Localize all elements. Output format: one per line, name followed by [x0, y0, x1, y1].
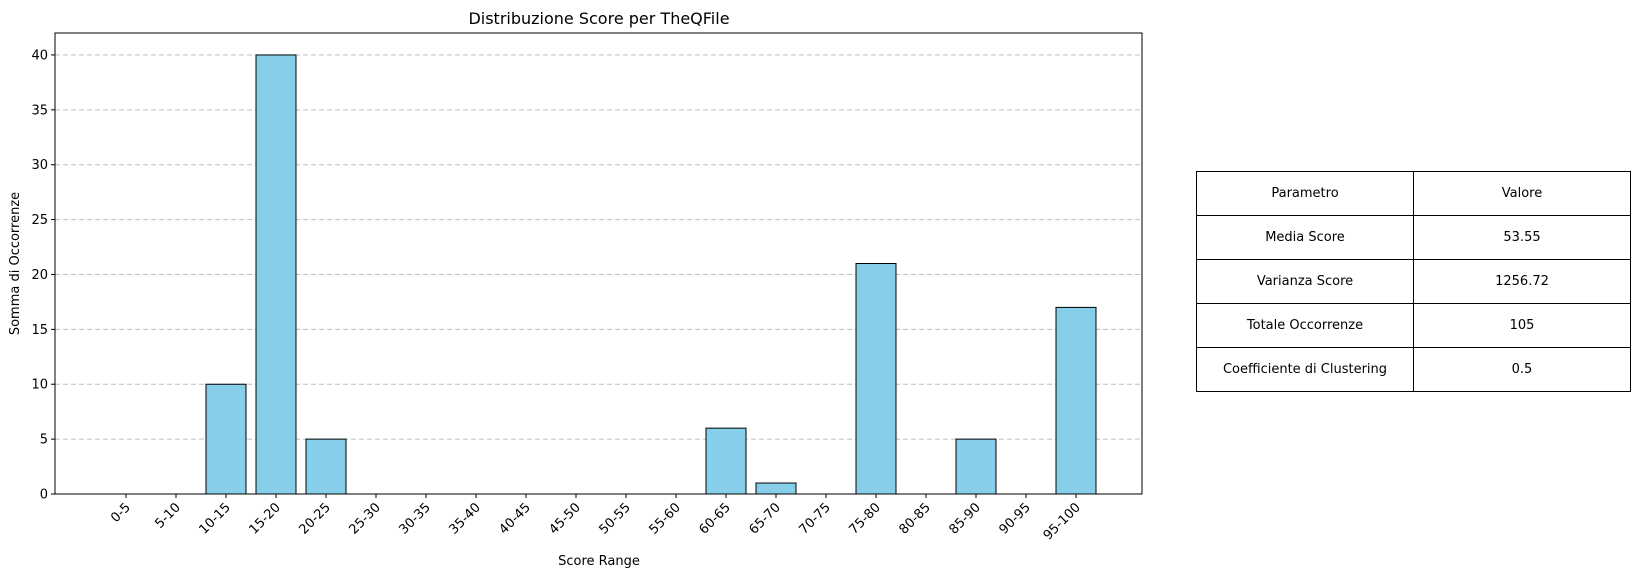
table-cell-param: Coefficiente di Clustering: [1196, 347, 1414, 392]
table-cell-param: Varianza Score: [1196, 259, 1414, 304]
x-tick-label: 5-10: [152, 500, 183, 531]
y-tick-label: 5: [40, 433, 48, 448]
y-axis-ticks: 0 5 10 15 20 25 30 35 40: [31, 48, 55, 503]
bar: [1055, 306, 1097, 495]
table-header-row: Parametro Valore: [1196, 171, 1631, 216]
table-row: Totale Occorrenze 105: [1196, 303, 1631, 348]
y-tick-label: 35: [31, 103, 48, 118]
table-header-cell: Valore: [1413, 171, 1631, 216]
x-axis-label: Score Range: [558, 554, 640, 569]
x-tick-label: 40-45: [497, 500, 534, 537]
x-tick-label: 70-75: [797, 500, 834, 537]
x-tick-label: 75-80: [847, 500, 884, 537]
x-tick-label: 45-50: [547, 500, 584, 537]
bar: [205, 383, 247, 495]
bar: [755, 482, 797, 495]
table-row: Media Score 53.55: [1196, 215, 1631, 260]
y-tick-label: 10: [31, 378, 48, 393]
x-tick-label: 95-100: [1041, 500, 1084, 543]
x-tick-label: 20-25: [297, 500, 334, 537]
y-tick-label: 0: [40, 488, 48, 503]
table-cell-value: 53.55: [1413, 215, 1631, 260]
x-axis-ticks: 0-5 5-10 10-15 15-20 20-25 25-30 30-35 35-40 40-…: [108, 494, 1084, 543]
x-tick-label: 35-40: [447, 500, 484, 537]
bars: [205, 54, 1097, 495]
x-tick-label: 25-30: [347, 500, 384, 537]
plot-frame: [54, 32, 1143, 495]
bar: [705, 427, 747, 495]
table-row: Varianza Score 1256.72: [1196, 259, 1631, 304]
x-tick-label: 60-65: [697, 500, 734, 537]
table-header-cell: Parametro: [1196, 171, 1414, 216]
chart-title: Distribuzione Score per TheQFile: [468, 9, 729, 28]
y-tick-label: 40: [31, 48, 48, 63]
x-tick-label: 90-95: [997, 500, 1034, 537]
bar: [305, 438, 347, 495]
bar: [855, 263, 897, 495]
y-axis-label: Somma di Occorrenze: [8, 192, 23, 335]
x-tick-label: 80-85: [897, 500, 934, 537]
x-tick-label: 50-55: [597, 500, 634, 537]
table-cell-value: 1256.72: [1413, 259, 1631, 304]
y-tick-label: 15: [31, 323, 48, 338]
bar: [255, 54, 297, 495]
table-cell-value: 105: [1413, 303, 1631, 348]
x-tick-label: 65-70: [747, 500, 784, 537]
x-tick-label: 10-15: [197, 500, 234, 537]
bar: [955, 438, 997, 495]
y-tick-label: 25: [31, 213, 48, 228]
x-tick-label: 55-60: [647, 500, 684, 537]
x-tick-label: 30-35: [397, 500, 434, 537]
table-cell-param: Totale Occorrenze: [1196, 303, 1414, 348]
table-cell-param: Media Score: [1196, 215, 1414, 260]
stats-table: Parametro Valore Media Score 53.55 Varia…: [1196, 171, 1631, 392]
x-tick-label: 0-5: [108, 500, 134, 526]
y-tick-label: 30: [31, 158, 48, 173]
y-tick-label: 20: [31, 268, 48, 283]
table-cell-value: 0.5: [1413, 347, 1631, 392]
x-tick-label: 15-20: [247, 500, 284, 537]
x-tick-label: 85-90: [947, 500, 984, 537]
table-row: Coefficiente di Clustering 0.5: [1196, 347, 1631, 392]
